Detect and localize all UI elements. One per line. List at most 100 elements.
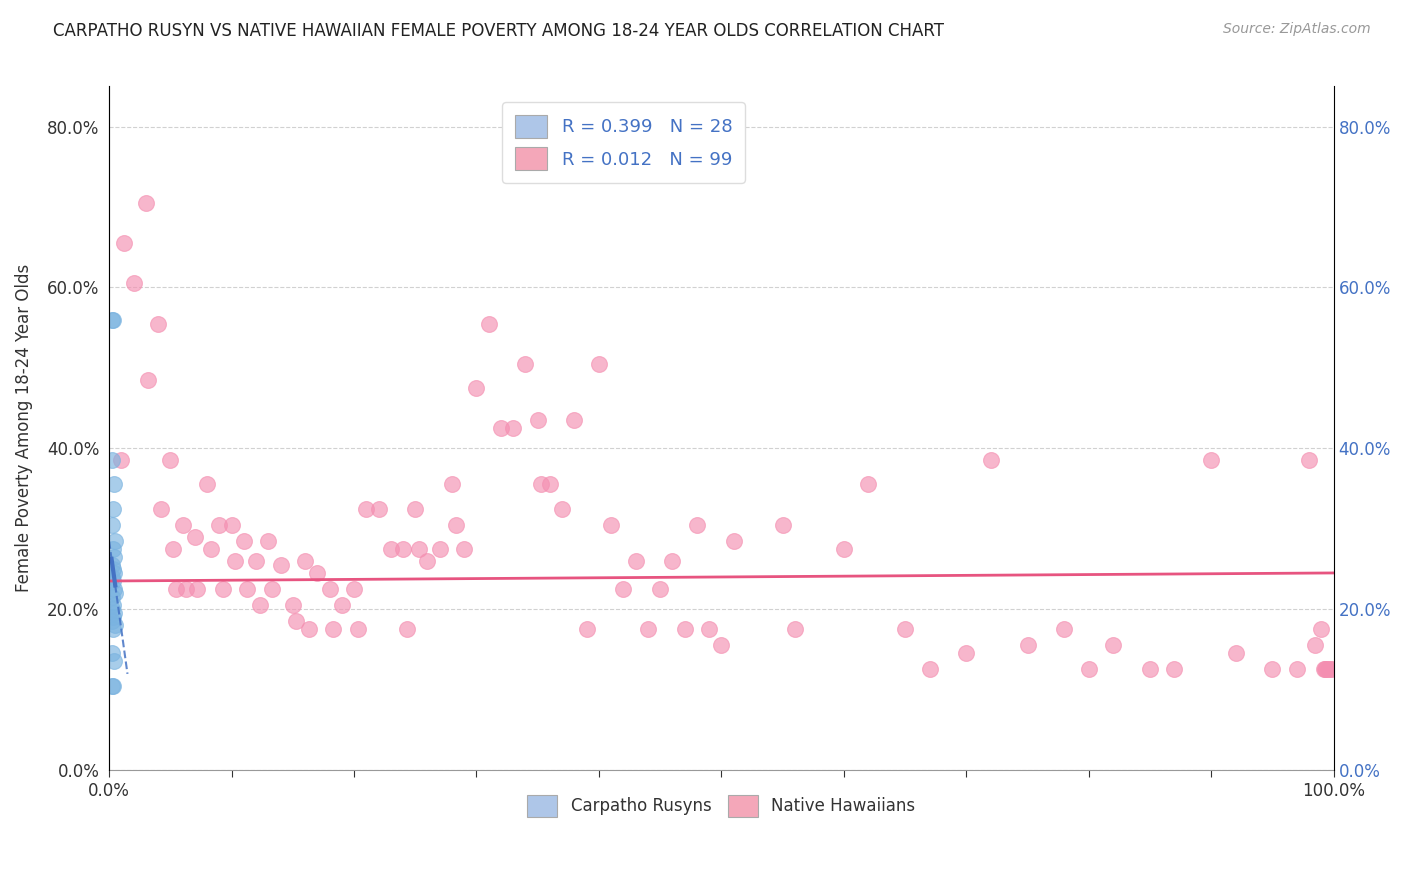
Point	[307, 566, 329, 580]
Point	[395, 622, 418, 636]
Point	[380, 541, 402, 556]
Point	[1261, 663, 1284, 677]
Point	[1077, 663, 1099, 677]
Point	[637, 622, 659, 636]
Point	[110, 453, 132, 467]
Point	[612, 582, 634, 596]
Point	[661, 554, 683, 568]
Point	[184, 530, 207, 544]
Point	[318, 582, 340, 596]
Point	[146, 317, 169, 331]
Point	[478, 317, 501, 331]
Point	[103, 549, 125, 564]
Point	[1313, 663, 1336, 677]
Point	[162, 541, 184, 556]
Point	[104, 533, 127, 548]
Point	[1139, 663, 1161, 677]
Text: CARPATHO RUSYN VS NATIVE HAWAIIAN FEMALE POVERTY AMONG 18-24 YEAR OLDS CORRELATI: CARPATHO RUSYN VS NATIVE HAWAIIAN FEMALE…	[53, 22, 945, 40]
Point	[526, 413, 548, 427]
Point	[624, 554, 647, 568]
Point	[186, 582, 208, 596]
Point	[600, 517, 623, 532]
Y-axis label: Female Poverty Among 18-24 Year Olds: Female Poverty Among 18-24 Year Olds	[15, 264, 32, 592]
Point	[465, 381, 488, 395]
Point	[530, 477, 553, 491]
Point	[101, 598, 124, 612]
Point	[1285, 663, 1308, 677]
Point	[367, 501, 389, 516]
Point	[392, 541, 415, 556]
Point	[429, 541, 451, 556]
Point	[101, 574, 124, 588]
Point	[1017, 638, 1039, 652]
Point	[112, 236, 135, 251]
Point	[783, 622, 806, 636]
Point	[174, 582, 197, 596]
Point	[453, 541, 475, 556]
Point	[343, 582, 366, 596]
Point	[515, 357, 537, 371]
Point	[200, 541, 222, 556]
Point	[686, 517, 709, 532]
Point	[221, 517, 243, 532]
Point	[772, 517, 794, 532]
Point	[100, 312, 122, 326]
Point	[650, 582, 672, 596]
Point	[245, 554, 267, 568]
Legend: Carpatho Rusyns, Native Hawaiians: Carpatho Rusyns, Native Hawaiians	[520, 789, 922, 823]
Point	[135, 196, 157, 211]
Point	[172, 517, 194, 532]
Point	[551, 501, 574, 516]
Point	[103, 606, 125, 620]
Point	[232, 533, 254, 548]
Point	[104, 618, 127, 632]
Point	[416, 554, 439, 568]
Point	[101, 679, 124, 693]
Point	[281, 598, 304, 612]
Point	[1225, 646, 1247, 660]
Point	[101, 622, 124, 636]
Point	[294, 554, 316, 568]
Point	[1163, 663, 1185, 677]
Point	[136, 373, 159, 387]
Point	[1316, 663, 1339, 677]
Point	[100, 558, 122, 572]
Point	[100, 453, 122, 467]
Point	[100, 614, 122, 628]
Point	[224, 554, 246, 568]
Point	[122, 277, 145, 291]
Point	[285, 614, 308, 628]
Point	[673, 622, 696, 636]
Point	[832, 541, 855, 556]
Point	[1310, 622, 1333, 636]
Point	[100, 602, 122, 616]
Point	[918, 663, 941, 677]
Point	[489, 421, 512, 435]
Point	[104, 586, 127, 600]
Point	[100, 590, 122, 604]
Point	[723, 533, 745, 548]
Point	[1298, 453, 1320, 467]
Point	[298, 622, 321, 636]
Point	[100, 646, 122, 660]
Point	[1102, 638, 1125, 652]
Point	[322, 622, 344, 636]
Point	[502, 421, 524, 435]
Point	[1053, 622, 1076, 636]
Point	[1303, 638, 1326, 652]
Point	[159, 453, 181, 467]
Point	[101, 541, 124, 556]
Point	[404, 501, 426, 516]
Point	[149, 501, 172, 516]
Point	[101, 562, 124, 576]
Point	[588, 357, 610, 371]
Point	[100, 570, 122, 584]
Point	[100, 517, 122, 532]
Text: Source: ZipAtlas.com: Source: ZipAtlas.com	[1223, 22, 1371, 37]
Point	[894, 622, 917, 636]
Point	[538, 477, 561, 491]
Point	[858, 477, 880, 491]
Point	[103, 566, 125, 580]
Point	[564, 413, 586, 427]
Point	[103, 582, 125, 596]
